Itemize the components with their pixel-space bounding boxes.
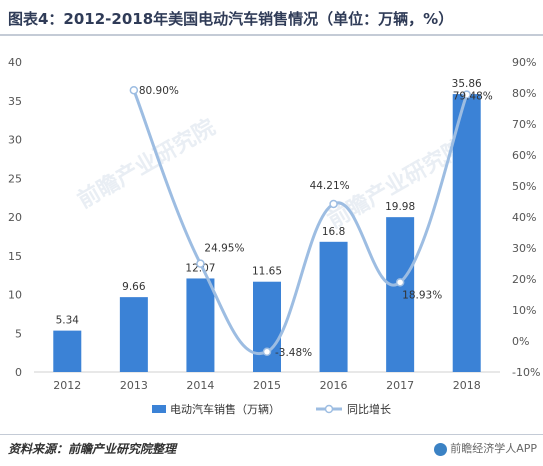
bar [53, 330, 82, 372]
y-right-tick-label: 40% [512, 211, 536, 224]
y-right-tick-label: 70% [512, 118, 536, 131]
legend-bar-swatch [152, 405, 166, 413]
line-data-label: 24.95% [204, 243, 244, 255]
bar-data-label: 5.34 [56, 315, 80, 327]
line-point [329, 199, 338, 209]
bar-data-label: 11.65 [252, 266, 282, 278]
y-left-tick-label: 15 [8, 250, 22, 263]
logo-icon [434, 442, 448, 456]
credit-text: 前瞻经济学人APP [450, 442, 537, 455]
line-series [129, 85, 471, 357]
bar [452, 94, 481, 373]
x-tick-label: 2017 [386, 379, 414, 392]
y-right-tick-label: 80% [512, 87, 536, 100]
x-tick-label: 2018 [453, 379, 481, 392]
y-left-tick-label: 20 [8, 211, 22, 224]
bar-data-label: 9.66 [122, 281, 146, 293]
bar-data-labels: 5.34 9.66 12.07 11.65 16.8 19.98 35.86 [56, 78, 482, 327]
legend-line-marker [324, 404, 334, 414]
y-left-tick-label: 10 [8, 289, 22, 302]
bar [186, 278, 215, 372]
legend: 电动汽车销售（万辆） 同比增长 [152, 402, 391, 416]
y-axis-right: -10% 0% 10% 20% 30% 40% 50% 60% 70% 80% 90% [512, 56, 540, 379]
y-left-tick-label: 30 [8, 134, 22, 147]
bar-data-label: 12.07 [185, 262, 215, 274]
y-right-tick-label: 60% [512, 149, 536, 162]
legend-bar-label: 电动汽车销售（万辆） [170, 402, 280, 416]
line-point [395, 278, 405, 287]
line-point [129, 85, 139, 95]
line-data-labels: 80.90% 24.95% -3.48% 44.21% 18.93% 79.48% [139, 85, 493, 359]
bar-data-label: 16.8 [322, 226, 345, 238]
growth-line [132, 89, 469, 356]
x-tick-label: 2016 [320, 379, 348, 392]
line-point [462, 90, 471, 99]
line-data-label: 80.90% [139, 85, 179, 97]
y-right-tick-label: 90% [512, 56, 536, 69]
line-point [262, 347, 272, 357]
bar [319, 241, 348, 372]
watermark-layer: 前瞻产业研究院 前瞻产业研究院 [73, 114, 469, 234]
x-tick-label: 2014 [186, 379, 214, 392]
line-data-label: 79.48% [453, 91, 493, 103]
y-right-tick-label: 50% [512, 180, 536, 193]
bar-data-label: 35.86 [452, 78, 482, 90]
credit-badge: 前瞻经济学人APP [434, 440, 537, 456]
y-right-tick-label: 0% [512, 335, 529, 348]
x-axis: 2012 2013 2014 2015 2016 2017 2018 [53, 379, 480, 392]
title-divider [0, 34, 543, 36]
y-left-tick-label: 40 [8, 56, 22, 69]
bar-data-label: 19.98 [385, 201, 415, 213]
x-tick-label: 2015 [253, 379, 281, 392]
y-right-tick-label: 30% [512, 242, 536, 255]
y-right-tick-label: 10% [512, 304, 536, 317]
line-data-label: -3.48% [275, 347, 312, 359]
line-data-label: 18.93% [402, 289, 442, 301]
chart: 前瞻产业研究院 前瞻产业研究院 0 5 10 15 20 25 30 35 40 -10% 0% 10… [8, 56, 540, 416]
bar [253, 281, 281, 372]
y-left-tick-label: 5 [15, 327, 22, 340]
bar [386, 217, 415, 372]
legend-line-label: 同比增长 [347, 402, 391, 416]
bar [119, 297, 148, 372]
x-tick-label: 2013 [120, 379, 148, 392]
y-left-tick-label: 35 [8, 95, 22, 108]
footer-divider [0, 434, 543, 435]
x-tick-label: 2012 [53, 379, 81, 392]
line-data-label: 44.21% [310, 180, 350, 192]
y-left-tick-label: 25 [8, 172, 22, 185]
chart-title: 图表4：2012-2018年美国电动汽车销售情况（单位：万辆，%） [8, 10, 454, 28]
y-right-tick-label: -10% [512, 366, 540, 379]
bar-series [53, 94, 481, 373]
line-point [196, 259, 205, 268]
y-right-tick-label: 20% [512, 273, 536, 286]
source-note: 资料来源：前瞻产业研究院整理 [8, 442, 177, 456]
y-axis-left: 0 5 10 15 20 25 30 35 40 [8, 56, 22, 379]
y-left-tick-label: 0 [15, 366, 22, 379]
